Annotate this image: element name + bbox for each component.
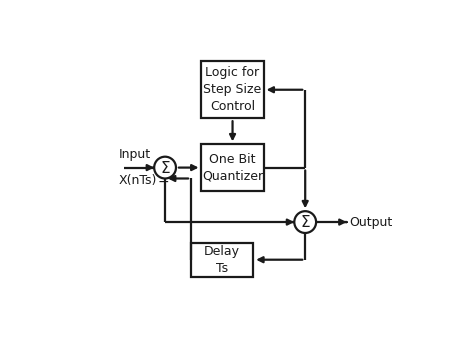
Circle shape — [154, 157, 176, 179]
Text: +: + — [155, 155, 166, 168]
Text: −: − — [157, 175, 169, 189]
Text: Logic for
Step Size
Control: Logic for Step Size Control — [203, 66, 262, 113]
Text: X(nTs): X(nTs) — [118, 174, 157, 187]
Circle shape — [294, 211, 316, 233]
Text: One Bit
Quantizer: One Bit Quantizer — [202, 153, 263, 183]
Text: Input: Input — [118, 148, 150, 161]
Text: Output: Output — [349, 216, 392, 228]
Bar — [191, 243, 253, 277]
Bar — [201, 144, 264, 191]
Bar — [201, 61, 264, 118]
Text: $\Sigma$: $\Sigma$ — [300, 214, 310, 230]
Text: $\Sigma$: $\Sigma$ — [160, 160, 170, 176]
Text: Delay
Ts: Delay Ts — [204, 245, 240, 275]
